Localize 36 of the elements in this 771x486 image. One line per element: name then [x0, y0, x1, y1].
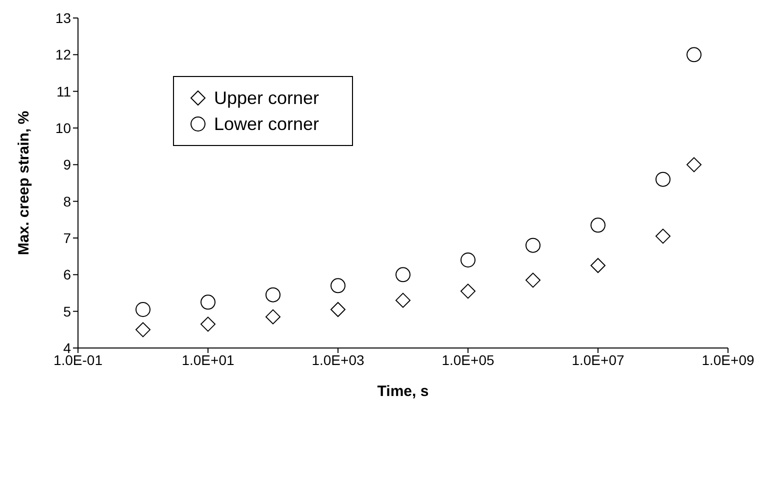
y-tick-label: 13: [55, 10, 72, 26]
y-axis-title: Max. creep strain, %: [15, 110, 32, 256]
point: [526, 272, 540, 288]
point: [330, 302, 346, 317]
point: [590, 258, 606, 273]
point: [526, 238, 540, 253]
y-tick-label: 9: [63, 156, 72, 173]
y-tick-label: 8: [63, 193, 72, 210]
point: [136, 302, 150, 317]
point: [396, 267, 410, 282]
point: [200, 316, 216, 332]
legend-label: Upper corner: [214, 87, 320, 110]
y-tick-label: 11: [56, 83, 72, 100]
point: [460, 252, 476, 268]
x-tick-label: 1.0E+09: [702, 352, 754, 368]
legend-label: Lower corner: [214, 113, 320, 136]
y-tick-label: 7: [63, 230, 72, 246]
x-tick-label: 1.0E+03: [312, 352, 364, 368]
point: [656, 172, 670, 187]
y-tick-label: 12: [55, 46, 72, 63]
point: [460, 284, 476, 299]
point: [396, 292, 410, 308]
point: [590, 218, 606, 233]
point: [266, 287, 280, 302]
y-tick-label: 5: [63, 303, 72, 320]
x-axis-title: Time, s: [377, 383, 429, 400]
x-tick-label: 1.0E+05: [442, 352, 494, 368]
x-tick-label: 1.0E+01: [182, 352, 234, 368]
point: [330, 278, 346, 294]
y-tick-label: 10: [55, 120, 72, 136]
x-tick-label: 1.0E+07: [572, 352, 624, 368]
point: [656, 228, 670, 244]
y-tick-label: 6: [63, 266, 72, 283]
point: [200, 294, 216, 310]
point: [266, 309, 280, 324]
point: [136, 322, 150, 338]
